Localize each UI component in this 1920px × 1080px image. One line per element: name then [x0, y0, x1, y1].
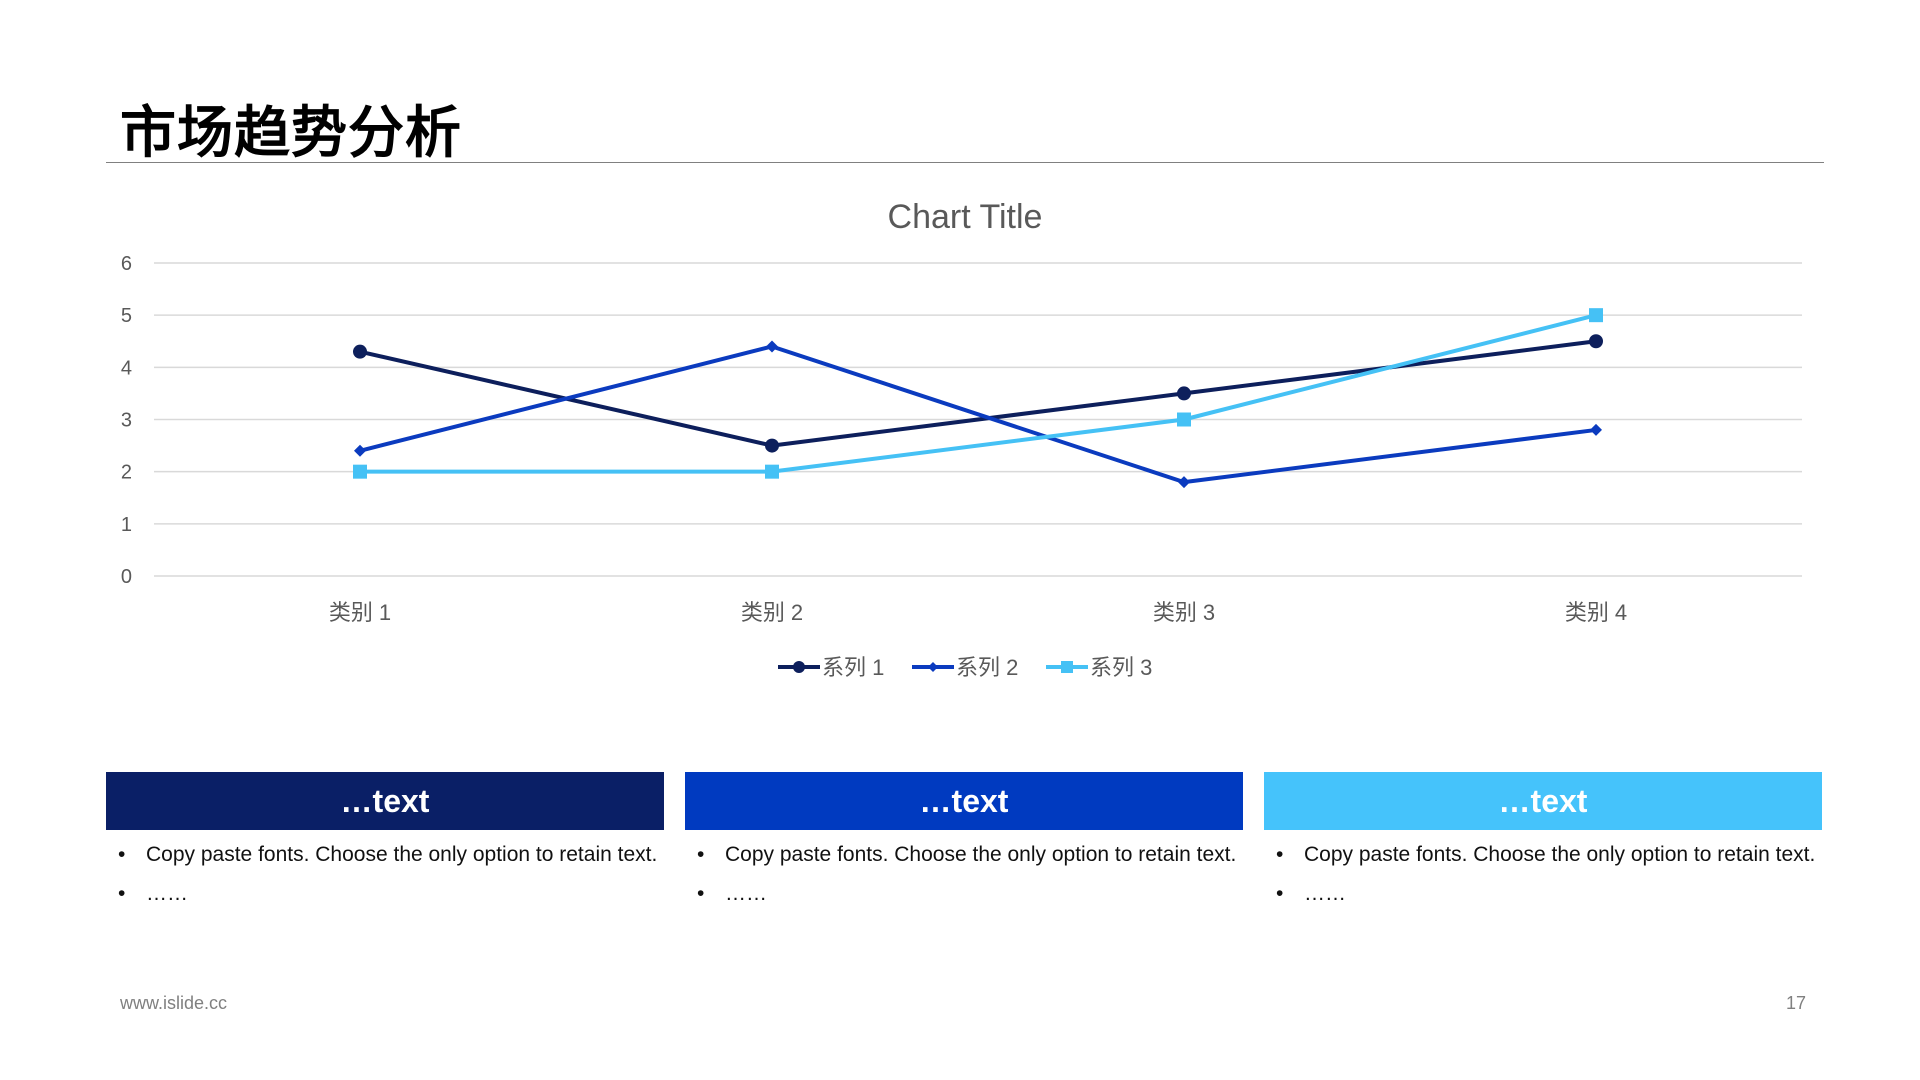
legend-label: 系列 1 [822, 655, 884, 680]
bullet-item: • …… [1264, 874, 1822, 913]
y-tick-label: 5 [121, 305, 132, 327]
card-bullet-list: • Copy paste fonts. Choose the only optio… [685, 835, 1243, 913]
data-point-diamond [1178, 476, 1190, 489]
x-category-label: 类别 1 [329, 600, 391, 625]
bullet-text: Copy paste fonts. Choose the only option… [725, 843, 1237, 866]
bullet-dot-icon: • [118, 882, 126, 905]
y-tick-label: 0 [121, 566, 132, 588]
y-tick-label: 3 [121, 410, 132, 432]
bullet-text: …… [1304, 882, 1346, 905]
page-title: 市场趋势分析 [120, 101, 462, 166]
data-point-diamond [354, 444, 366, 457]
card-bullet-list: • Copy paste fonts. Choose the only optio… [1264, 835, 1822, 913]
info-card-1: …text • Copy paste fonts. Choose the only… [106, 772, 664, 913]
data-point-circle [765, 438, 779, 453]
y-tick-label: 6 [121, 253, 132, 275]
data-point-circle [353, 344, 367, 359]
bullet-text: Copy paste fonts. Choose the only option… [1304, 843, 1816, 866]
legend-label: 系列 3 [1090, 655, 1152, 680]
series-line [359, 344, 1597, 485]
line-chart: Chart Title 0 1 2 3 4 5 6 类别 1 类别 2 类别 3 类别 4 系列 … [121, 198, 1802, 680]
card-header: …text [106, 772, 664, 830]
bullet-item: • Copy paste fonts. Choose the only optio… [685, 835, 1243, 874]
data-point-square [1177, 412, 1191, 427]
y-tick-label: 1 [121, 514, 132, 536]
card-header: …text [685, 772, 1243, 830]
data-point-diamond [766, 340, 778, 353]
series-3 [353, 308, 1603, 479]
data-point-square [353, 464, 367, 479]
info-card-3: …text • Copy paste fonts. Choose the only… [1264, 772, 1822, 913]
series-1 [353, 334, 1603, 453]
card-bullet-list: • Copy paste fonts. Choose the only optio… [106, 835, 664, 913]
chart-title: Chart Title [888, 198, 1043, 236]
info-card-2: …text • Copy paste fonts. Choose the only… [685, 772, 1243, 913]
bullet-item: • …… [106, 874, 664, 913]
legend-entry: 系列 3 [1046, 655, 1152, 680]
bullet-item: • Copy paste fonts. Choose the only optio… [1264, 835, 1822, 874]
bullet-dot-icon: • [697, 882, 705, 905]
y-tick-label: 4 [121, 357, 132, 379]
series-line [360, 313, 1597, 474]
bullet-item: • …… [685, 874, 1243, 913]
legend-entry: 系列 1 [778, 655, 884, 680]
x-category-label: 类别 3 [1153, 600, 1215, 625]
bullet-dot-icon: • [1276, 882, 1284, 905]
data-point-diamond [1590, 423, 1602, 436]
title-divider [106, 162, 1824, 163]
x-category-label: 类别 2 [741, 600, 803, 625]
footer-url: www.islide.cc [120, 993, 228, 1013]
series-line [359, 339, 1597, 448]
data-point-diamond [928, 662, 938, 672]
bullet-text: Copy paste fonts. Choose the only option… [146, 843, 658, 866]
bullet-text: …… [146, 882, 188, 905]
bullet-text: …… [725, 882, 767, 905]
series-2 [354, 340, 1602, 489]
data-point-circle [1177, 386, 1191, 401]
data-point-square [765, 464, 779, 479]
data-point-square [1589, 308, 1603, 323]
bullet-item: • Copy paste fonts. Choose the only optio… [106, 835, 664, 874]
x-category-label: 类别 4 [1565, 600, 1627, 625]
bullet-dot-icon: • [118, 843, 126, 866]
data-point-square [1061, 661, 1073, 673]
legend-label: 系列 2 [956, 655, 1018, 680]
data-point-circle [793, 661, 805, 673]
bullet-dot-icon: • [697, 843, 705, 866]
page-number: 17 [1786, 993, 1807, 1013]
card-header: …text [1264, 772, 1822, 830]
legend-entry: 系列 2 [912, 655, 1018, 680]
bullet-dot-icon: • [1276, 843, 1284, 866]
y-tick-label: 2 [121, 462, 132, 484]
data-point-circle [1589, 334, 1603, 349]
